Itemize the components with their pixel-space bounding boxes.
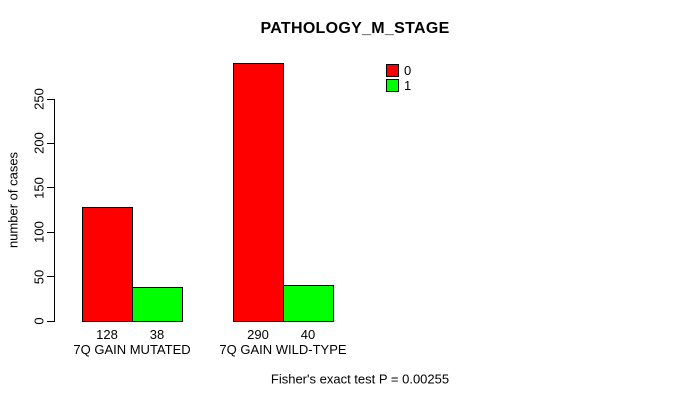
bar-series-0-group-2 [233, 63, 284, 322]
category-label-2: 7Q GAIN WILD-TYPE [219, 342, 347, 357]
y-tick-label-250: 250 [31, 88, 47, 110]
bar-value-label: 128 [96, 327, 118, 342]
y-axis-line [54, 99, 55, 322]
legend-row-0: 0 [386, 64, 411, 77]
fisher-test-annotation: Fisher's exact test P = 0.00255 [270, 371, 450, 387]
y-tick-label-100: 100 [31, 221, 47, 244]
legend-label: 0 [404, 63, 412, 78]
bar-series-1-group-2 [283, 285, 334, 322]
y-tick-50 [47, 276, 54, 278]
y-tick-250 [47, 98, 54, 100]
legend-swatch-icon [386, 79, 399, 92]
bar-value-label: 40 [300, 327, 316, 342]
bar-series-1-group-1 [132, 287, 183, 322]
category-label-1: 7Q GAIN MUTATED [73, 342, 191, 357]
y-tick-label-150: 150 [31, 176, 47, 199]
legend-row-1: 1 [386, 79, 411, 92]
y-tick-100 [47, 231, 54, 233]
bar-value-label: 38 [149, 327, 165, 342]
legend-label: 1 [404, 78, 412, 93]
y-axis-label: number of cases [5, 151, 21, 249]
chart-title: PATHOLOGY_M_STAGE [260, 20, 450, 37]
y-tick-label-200: 200 [31, 132, 47, 155]
bar-series-0-group-1 [82, 207, 133, 322]
y-tick-150 [47, 187, 54, 189]
legend-swatch-icon [386, 64, 399, 77]
y-tick-0 [47, 320, 54, 322]
bar-value-label: 290 [247, 327, 269, 342]
y-tick-label-0: 0 [31, 317, 47, 325]
y-tick-label-50: 50 [31, 269, 47, 284]
y-tick-200 [47, 142, 54, 144]
